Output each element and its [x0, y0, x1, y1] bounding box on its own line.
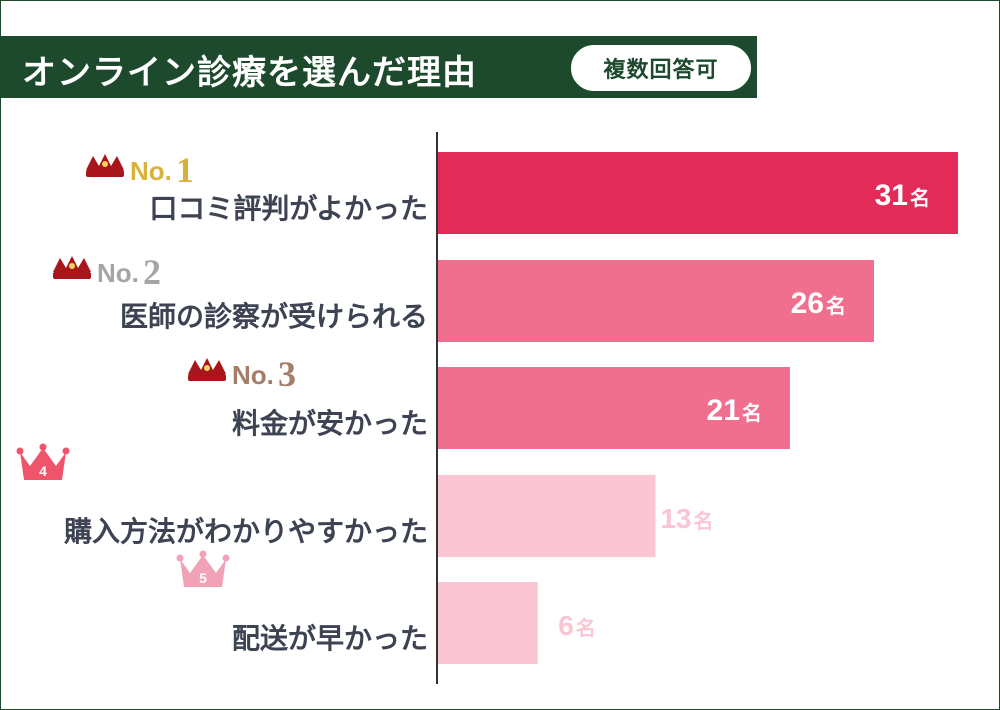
rank-number-3: 3 — [278, 354, 296, 394]
value-unit-2: 名 — [826, 294, 846, 318]
category-label-4: 購入方法がわかりやすかった — [64, 515, 428, 548]
value-unit-5: 名 — [576, 616, 596, 640]
value-label-4: 13 — [660, 503, 691, 534]
crown-jewel-icon-2 — [69, 263, 75, 269]
chart-title: オンライン診療を選んだ理由 — [22, 53, 477, 93]
bar-5 — [437, 582, 538, 664]
value-label-2: 26 — [791, 287, 824, 320]
bar-2 — [437, 260, 874, 342]
value-label-5: 6 — [558, 610, 574, 641]
value-label-1: 31 — [875, 179, 908, 212]
crown-icon-base-3 — [188, 374, 226, 381]
value-unit-3: 名 — [742, 401, 762, 425]
value-unit-4: 名 — [693, 509, 713, 533]
rank-number-4: 4 — [39, 463, 47, 479]
rank-number-2: 2 — [143, 252, 161, 292]
category-label-5: 配送が早かった — [232, 622, 428, 655]
crown-icon-5 — [180, 555, 226, 587]
crown-tip-icon-4-c — [62, 447, 70, 455]
crown-tip-icon-4-a — [16, 447, 24, 455]
crown-icon-base-2 — [53, 272, 91, 279]
crown-tip-icon-5-b — [199, 550, 207, 558]
category-label-1: 口コミ評判がよかった — [149, 192, 428, 225]
category-label-3: 料金が安かった — [232, 407, 428, 440]
crown-tip-icon-4-b — [39, 443, 47, 451]
crown-jewel-icon-1 — [102, 161, 108, 167]
crown-icon-4 — [20, 448, 66, 480]
crown-icon-base-1 — [86, 170, 124, 177]
crown-jewel-icon-3 — [204, 365, 210, 371]
crown-tip-icon-5-c — [222, 554, 230, 562]
value-label-3: 21 — [707, 394, 740, 427]
rank-prefix-1: No. — [130, 156, 172, 186]
bar-1 — [437, 152, 958, 234]
rank-number-5: 5 — [199, 570, 207, 586]
rank-prefix-3: No. — [232, 360, 274, 390]
rank-prefix-2: No. — [97, 258, 139, 288]
bar-3 — [437, 367, 790, 449]
multiple-answer-badge: 複数回答可 — [568, 42, 754, 94]
bar-4 — [437, 475, 656, 557]
value-unit-1: 名 — [910, 186, 930, 210]
badge-label: 複数回答可 — [603, 58, 719, 83]
rank-number-1: 1 — [176, 150, 194, 190]
category-label-2: 医師の診察が受けられる — [120, 300, 428, 333]
crown-tip-icon-5-a — [176, 554, 184, 562]
